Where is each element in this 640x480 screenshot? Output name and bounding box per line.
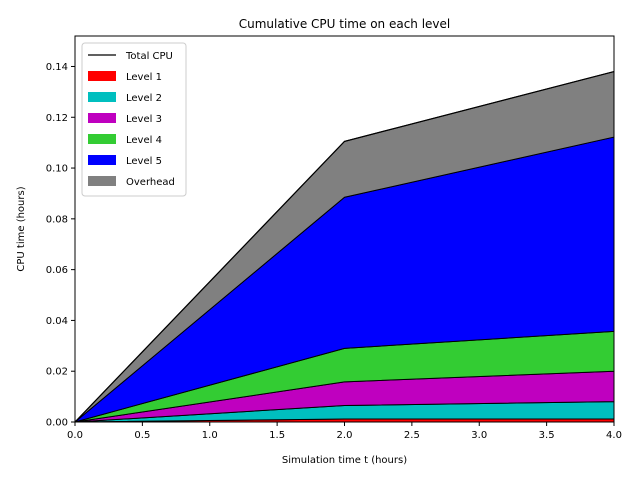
x-tick-label: 4.0 [606,430,622,441]
y-tick-label: 0.00 [46,418,68,429]
y-tick-label: 0.04 [46,316,68,327]
y-tick-label: 0.06 [46,265,68,276]
chart-title: Cumulative CPU time on each level [239,17,451,31]
legend-label-level-2: Level 2 [126,93,162,104]
legend-swatch-overhead [88,176,116,186]
x-tick-label: 1.0 [202,430,218,441]
x-tick-label: 1.5 [269,430,285,441]
legend-label-overhead: Overhead [126,177,175,188]
y-tick-label: 0.10 [46,164,68,175]
total-cpu-layer [74,70,615,423]
legend-swatch-level-5 [88,155,116,165]
x-tick-label: 3.0 [471,430,487,441]
legend-label-level-3: Level 3 [126,114,162,125]
legend-swatch-level-1 [88,71,116,81]
y-tick-label: 0.14 [46,62,68,73]
x-tick-label: 3.5 [539,430,555,441]
y-tick-label: 0.12 [46,113,68,124]
y-axis: 0.00 0.02 0.04 0.06 0.08 0.10 0.12 0.14 [46,62,75,429]
legend-swatch-level-4 [88,134,116,144]
y-axis-title: CPU time (hours) [16,186,27,271]
legend-swatch-level-3 [88,113,116,123]
y-tick-label: 0.08 [46,214,68,225]
x-tick-label: 2.5 [404,430,420,441]
y-tick-label: 0.02 [46,367,68,378]
legend: Total CPU Level 1 Level 2 Level 3 Level 4 Lev… [81,42,187,197]
legend-label-level-1: Level 1 [126,72,162,83]
x-axis-title: Simulation time t (hours) [282,455,407,466]
legend-label-total-cpu: Total CPU [125,51,173,62]
x-tick-label: 0.5 [134,430,150,441]
legend-label-level-5: Level 5 [126,156,162,167]
x-tick-label: 2.0 [337,430,353,441]
x-axis: 0.0 0.5 1.0 1.5 2.0 2.5 3.0 3.5 4.0 [67,422,622,441]
legend-label-level-4: Level 4 [126,135,162,146]
x-tick-label: 0.0 [67,430,83,441]
total-cpu-line [74,70,615,423]
legend-swatch-level-2 [88,92,116,102]
